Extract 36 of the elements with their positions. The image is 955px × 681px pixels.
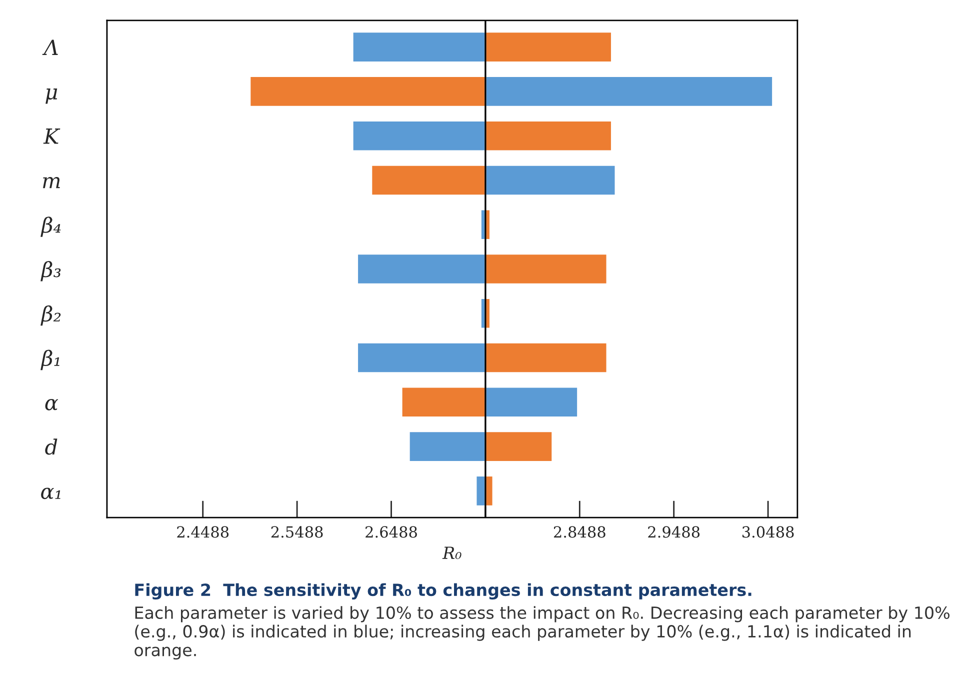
x-tick-label: 2.5488: [271, 526, 323, 538]
x-tick-label: 2.9488: [648, 526, 700, 538]
y-tick-label: β₄: [40, 216, 61, 237]
bar: [484, 430, 554, 462]
y-tick-label: d: [45, 438, 58, 455]
bar: [484, 386, 578, 418]
y-tick-label: Λ: [42, 40, 58, 55]
y-tick-label: β₂: [40, 305, 61, 326]
y-tick-label: β₁: [40, 350, 60, 370]
y-tick-label: α: [45, 398, 58, 410]
y-tick-label: K: [43, 128, 60, 144]
bar: [484, 31, 612, 63]
x-tick-label: 2.6488: [366, 526, 417, 538]
bar: [352, 31, 486, 63]
bar: [352, 120, 486, 152]
bar: [484, 120, 612, 152]
x-tick-label: 2.8488: [554, 526, 606, 538]
bar: [400, 386, 486, 418]
bar: [484, 76, 774, 108]
bar: [408, 430, 486, 462]
y-tick-label: α₁: [41, 488, 60, 500]
x-axis-title: R₀: [442, 546, 462, 560]
y-tick-label: m: [42, 177, 60, 188]
bar: [484, 253, 608, 285]
y-tick-label: β₃: [40, 261, 61, 282]
bar: [356, 342, 486, 374]
bar: [484, 164, 616, 196]
text: Each parameter is varied by 10% to assess the impact on R₀. Decreasing each parameter by 10% (e.g., 0.9α) is indicated in blue; increasing each parameter by 10% (e.g., 1.1α) is indicated in orange.: [134, 606, 950, 660]
x-tick-label: 2.4488: [177, 526, 229, 538]
y-tick-label: μ: [46, 88, 58, 104]
bar: [370, 164, 486, 196]
bar: [249, 76, 486, 108]
bar: [356, 253, 486, 285]
x-tick-label: 3.0488: [742, 526, 794, 538]
caption: Figure 2 The sensitivity of R₀ to changes in constant parameters.: [135, 583, 752, 600]
bar: [484, 342, 608, 374]
